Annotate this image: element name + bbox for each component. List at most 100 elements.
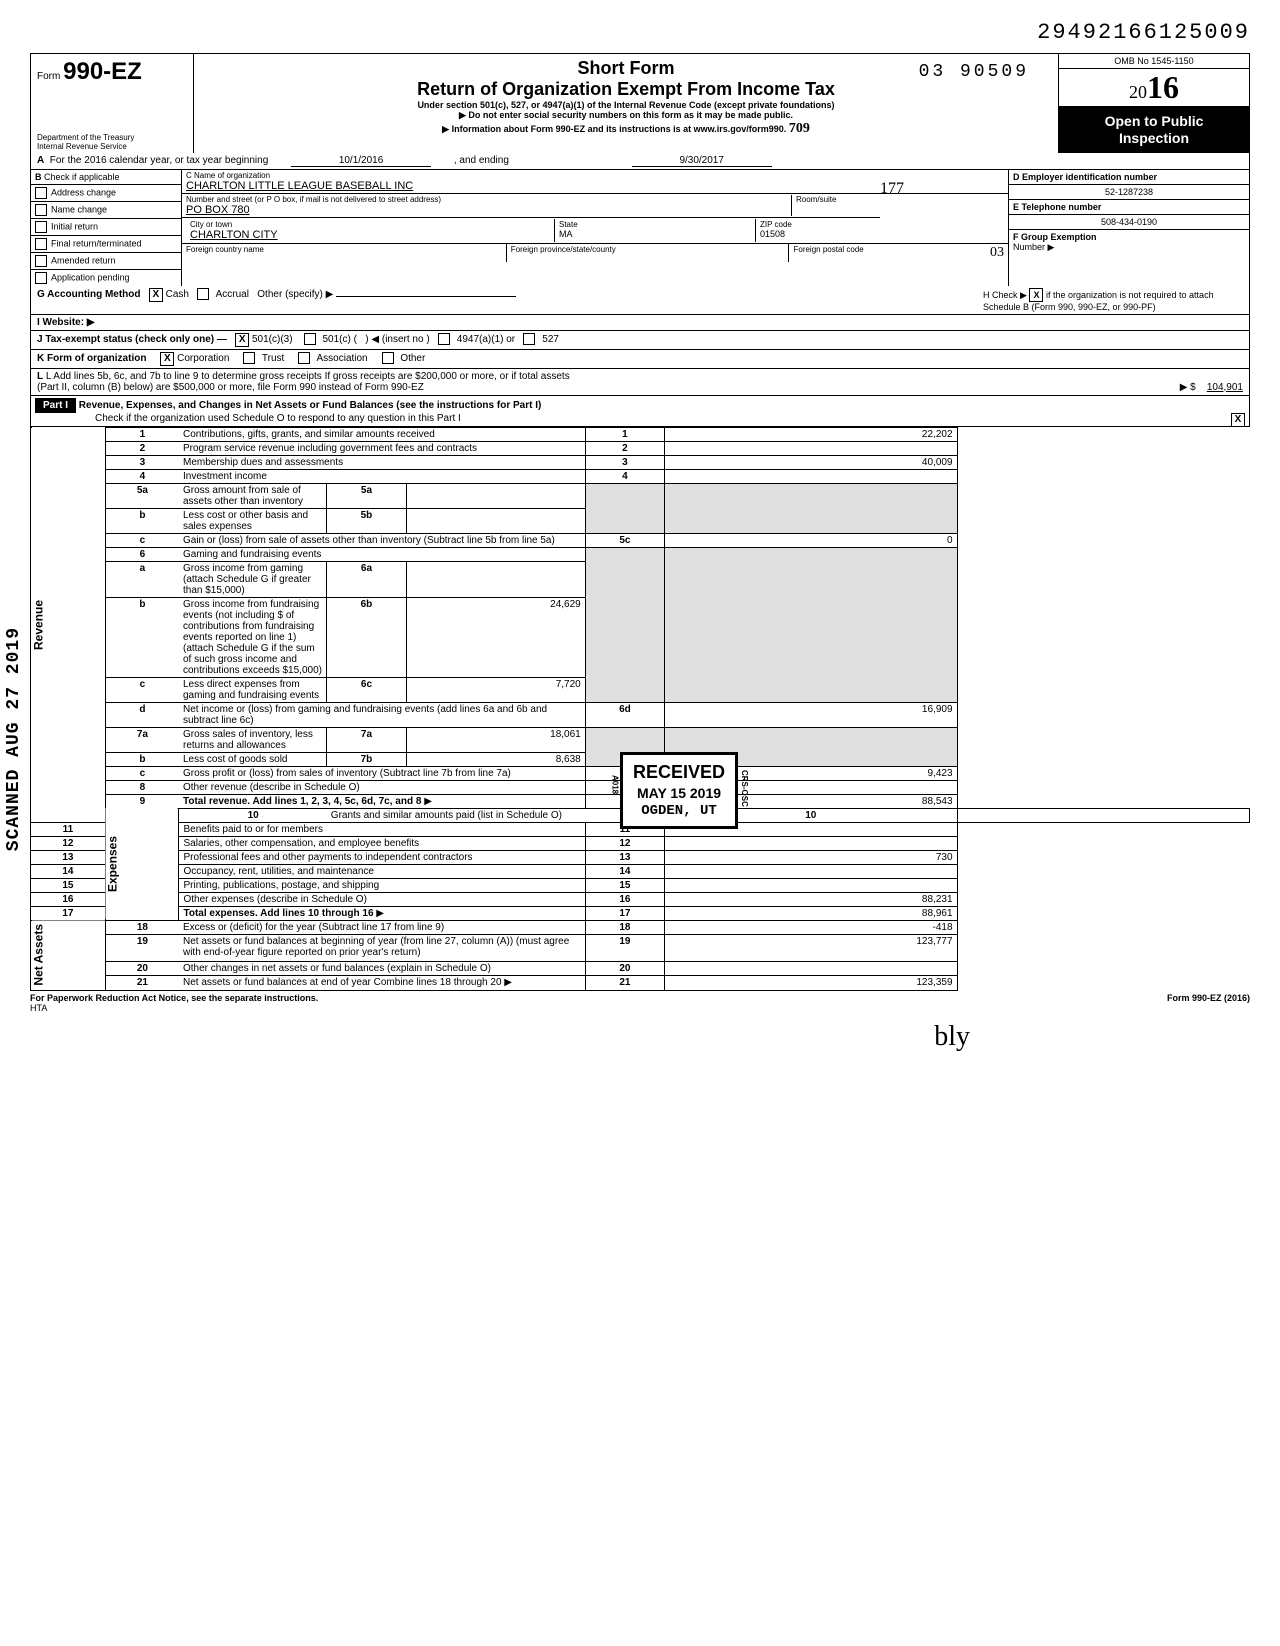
city: CHARLTON CITY — [190, 229, 278, 241]
l-name-change: Name change — [51, 204, 107, 214]
form-prefix: Form — [37, 71, 60, 82]
ln20: 20 — [105, 961, 179, 976]
group-number: Number ▶ — [1013, 242, 1054, 252]
d17: Total expenses. Add lines 10 through 16 — [183, 908, 373, 919]
gross-receipts: 104,901 — [1207, 382, 1243, 393]
cb-trust[interactable] — [243, 352, 255, 364]
hand-177: 177 — [880, 180, 904, 198]
cb-assoc[interactable] — [298, 352, 310, 364]
ln6c: c — [105, 677, 179, 702]
header-row: Form 990-EZ Department of the Treasury I… — [30, 53, 1250, 153]
row-a-text: For the 2016 calendar year, or tax year … — [50, 155, 268, 166]
v3: 40,009 — [665, 455, 957, 469]
signature: bly — [30, 1021, 1250, 1053]
cb-corp[interactable]: X — [160, 352, 174, 366]
d13: Professional fees and other payments to … — [179, 850, 585, 864]
cb-address[interactable] — [35, 187, 47, 199]
cb-initial[interactable] — [35, 221, 47, 233]
row-i: I Website: ▶ — [30, 315, 1250, 331]
v21: 123,359 — [665, 976, 957, 991]
name-column: C Name of organization CHARLTON LITTLE L… — [182, 170, 1009, 286]
cb-accrual[interactable] — [197, 288, 209, 300]
v12 — [665, 836, 957, 850]
zip-label: ZIP code — [760, 220, 1000, 229]
l-501c3: 501(c)(3) — [252, 334, 293, 345]
ln6a: a — [105, 561, 179, 597]
address: PO BOX 780 — [186, 204, 250, 216]
l-501c: 501(c) ( — [322, 334, 356, 345]
cb-other-org[interactable] — [382, 352, 394, 364]
iv7b: 8,638 — [406, 752, 585, 766]
cb-final[interactable] — [35, 238, 47, 250]
table-wrapper: SCANNED AUG 27 2019 Revenue 1 Contributi… — [30, 427, 1250, 992]
stamped-number: 03 90509 — [919, 62, 1029, 82]
cb-name[interactable] — [35, 204, 47, 216]
part1-label: Part I — [35, 398, 76, 413]
city-label: City or town — [190, 220, 550, 229]
cb-501c3[interactable]: X — [235, 333, 249, 347]
org-name: CHARLTON LITTLE LEAGUE BASEBALL INC — [186, 180, 413, 192]
cb-501c[interactable] — [304, 333, 316, 345]
fp-label: Foreign province/state/county — [507, 244, 790, 262]
d19: Net assets or fund balances at beginning… — [179, 935, 585, 961]
part1-title: Revenue, Expenses, and Changes in Net As… — [79, 400, 542, 411]
dln-number: 29492166125009 — [30, 20, 1250, 45]
row-a: A For the 2016 calendar year, or tax yea… — [30, 153, 1250, 170]
stamp-ogden: OGDEN, UT — [633, 802, 725, 820]
row-g: G Accounting Method X Cash Accrual Other… — [30, 286, 1250, 315]
addr-label: Number and street (or P O box, if mail i… — [186, 195, 791, 204]
side-netassets: Net Assets — [31, 920, 106, 991]
ln12: 12 — [31, 836, 106, 850]
part1-check-text: Check if the organization used Schedule … — [95, 413, 461, 424]
v13: 730 — [665, 850, 957, 864]
cb-4947[interactable] — [438, 333, 450, 345]
row-l: L L Add lines 5b, 6c, and 7b to line 9 t… — [30, 369, 1250, 396]
d-label: D Employer identification number — [1013, 172, 1157, 182]
cb-amended[interactable] — [35, 255, 47, 267]
nc16: 16 — [585, 892, 664, 906]
tax-year-begin: 10/1/2016 — [291, 155, 431, 167]
cb-527[interactable] — [523, 333, 535, 345]
ln5a: 5a — [105, 483, 179, 508]
f-label: F Group Exemption — [1013, 232, 1097, 242]
v5c: 0 — [665, 533, 957, 547]
side-expenses: Expenses — [105, 808, 179, 920]
iv6c: 7,720 — [406, 677, 585, 702]
ln10: 10 — [179, 808, 327, 822]
stamp-date: MAY 15 2019 — [633, 784, 725, 802]
ln7a: 7a — [105, 727, 179, 752]
cb-sched-o-part1[interactable]: X — [1231, 413, 1245, 427]
label-a: A — [37, 155, 44, 166]
ln5c: c — [105, 533, 179, 547]
l-cash: Cash — [166, 289, 189, 300]
l-other-method: Other (specify) ▶ — [257, 289, 333, 300]
cb-pending[interactable] — [35, 272, 47, 284]
v2 — [665, 441, 957, 455]
nc4: 4 — [585, 469, 664, 483]
footer-left: For Paperwork Reduction Act Notice, see … — [30, 993, 318, 1003]
l-amended: Amended return — [51, 255, 116, 265]
nc15: 15 — [585, 878, 664, 892]
ln3: 3 — [105, 455, 179, 469]
footer-hta: HTA — [30, 1003, 47, 1013]
year-prefix: 20 — [1129, 82, 1147, 102]
state-label: State — [559, 220, 751, 229]
info-line: Information about Form 990-EZ and its in… — [452, 124, 787, 134]
v17: 88,961 — [665, 906, 957, 920]
stamp-crs: CRS-OSC — [739, 770, 749, 807]
l-address-change: Address change — [51, 187, 116, 197]
open-label: Open to Public — [1105, 113, 1204, 129]
received-stamp: RECEIVED A018 MAY 15 2019 OGDEN, UT CRS-… — [620, 752, 738, 830]
d7a: Gross sales of inventory, less returns a… — [179, 727, 327, 752]
ln6: 6 — [105, 547, 179, 561]
cb-sched-b[interactable]: X — [1029, 288, 1043, 302]
c-label: C Name of organization — [186, 171, 1004, 180]
l-4947: 4947(a)(1) or — [457, 334, 515, 345]
cb-cash[interactable]: X — [149, 288, 163, 302]
nc17: 17 — [585, 906, 664, 920]
d5c: Gain or (loss) from sale of assets other… — [179, 533, 585, 547]
d20: Other changes in net assets or fund bala… — [179, 961, 585, 976]
v6d: 16,909 — [665, 702, 957, 727]
nc19: 19 — [585, 935, 664, 961]
nc20: 20 — [585, 961, 664, 976]
